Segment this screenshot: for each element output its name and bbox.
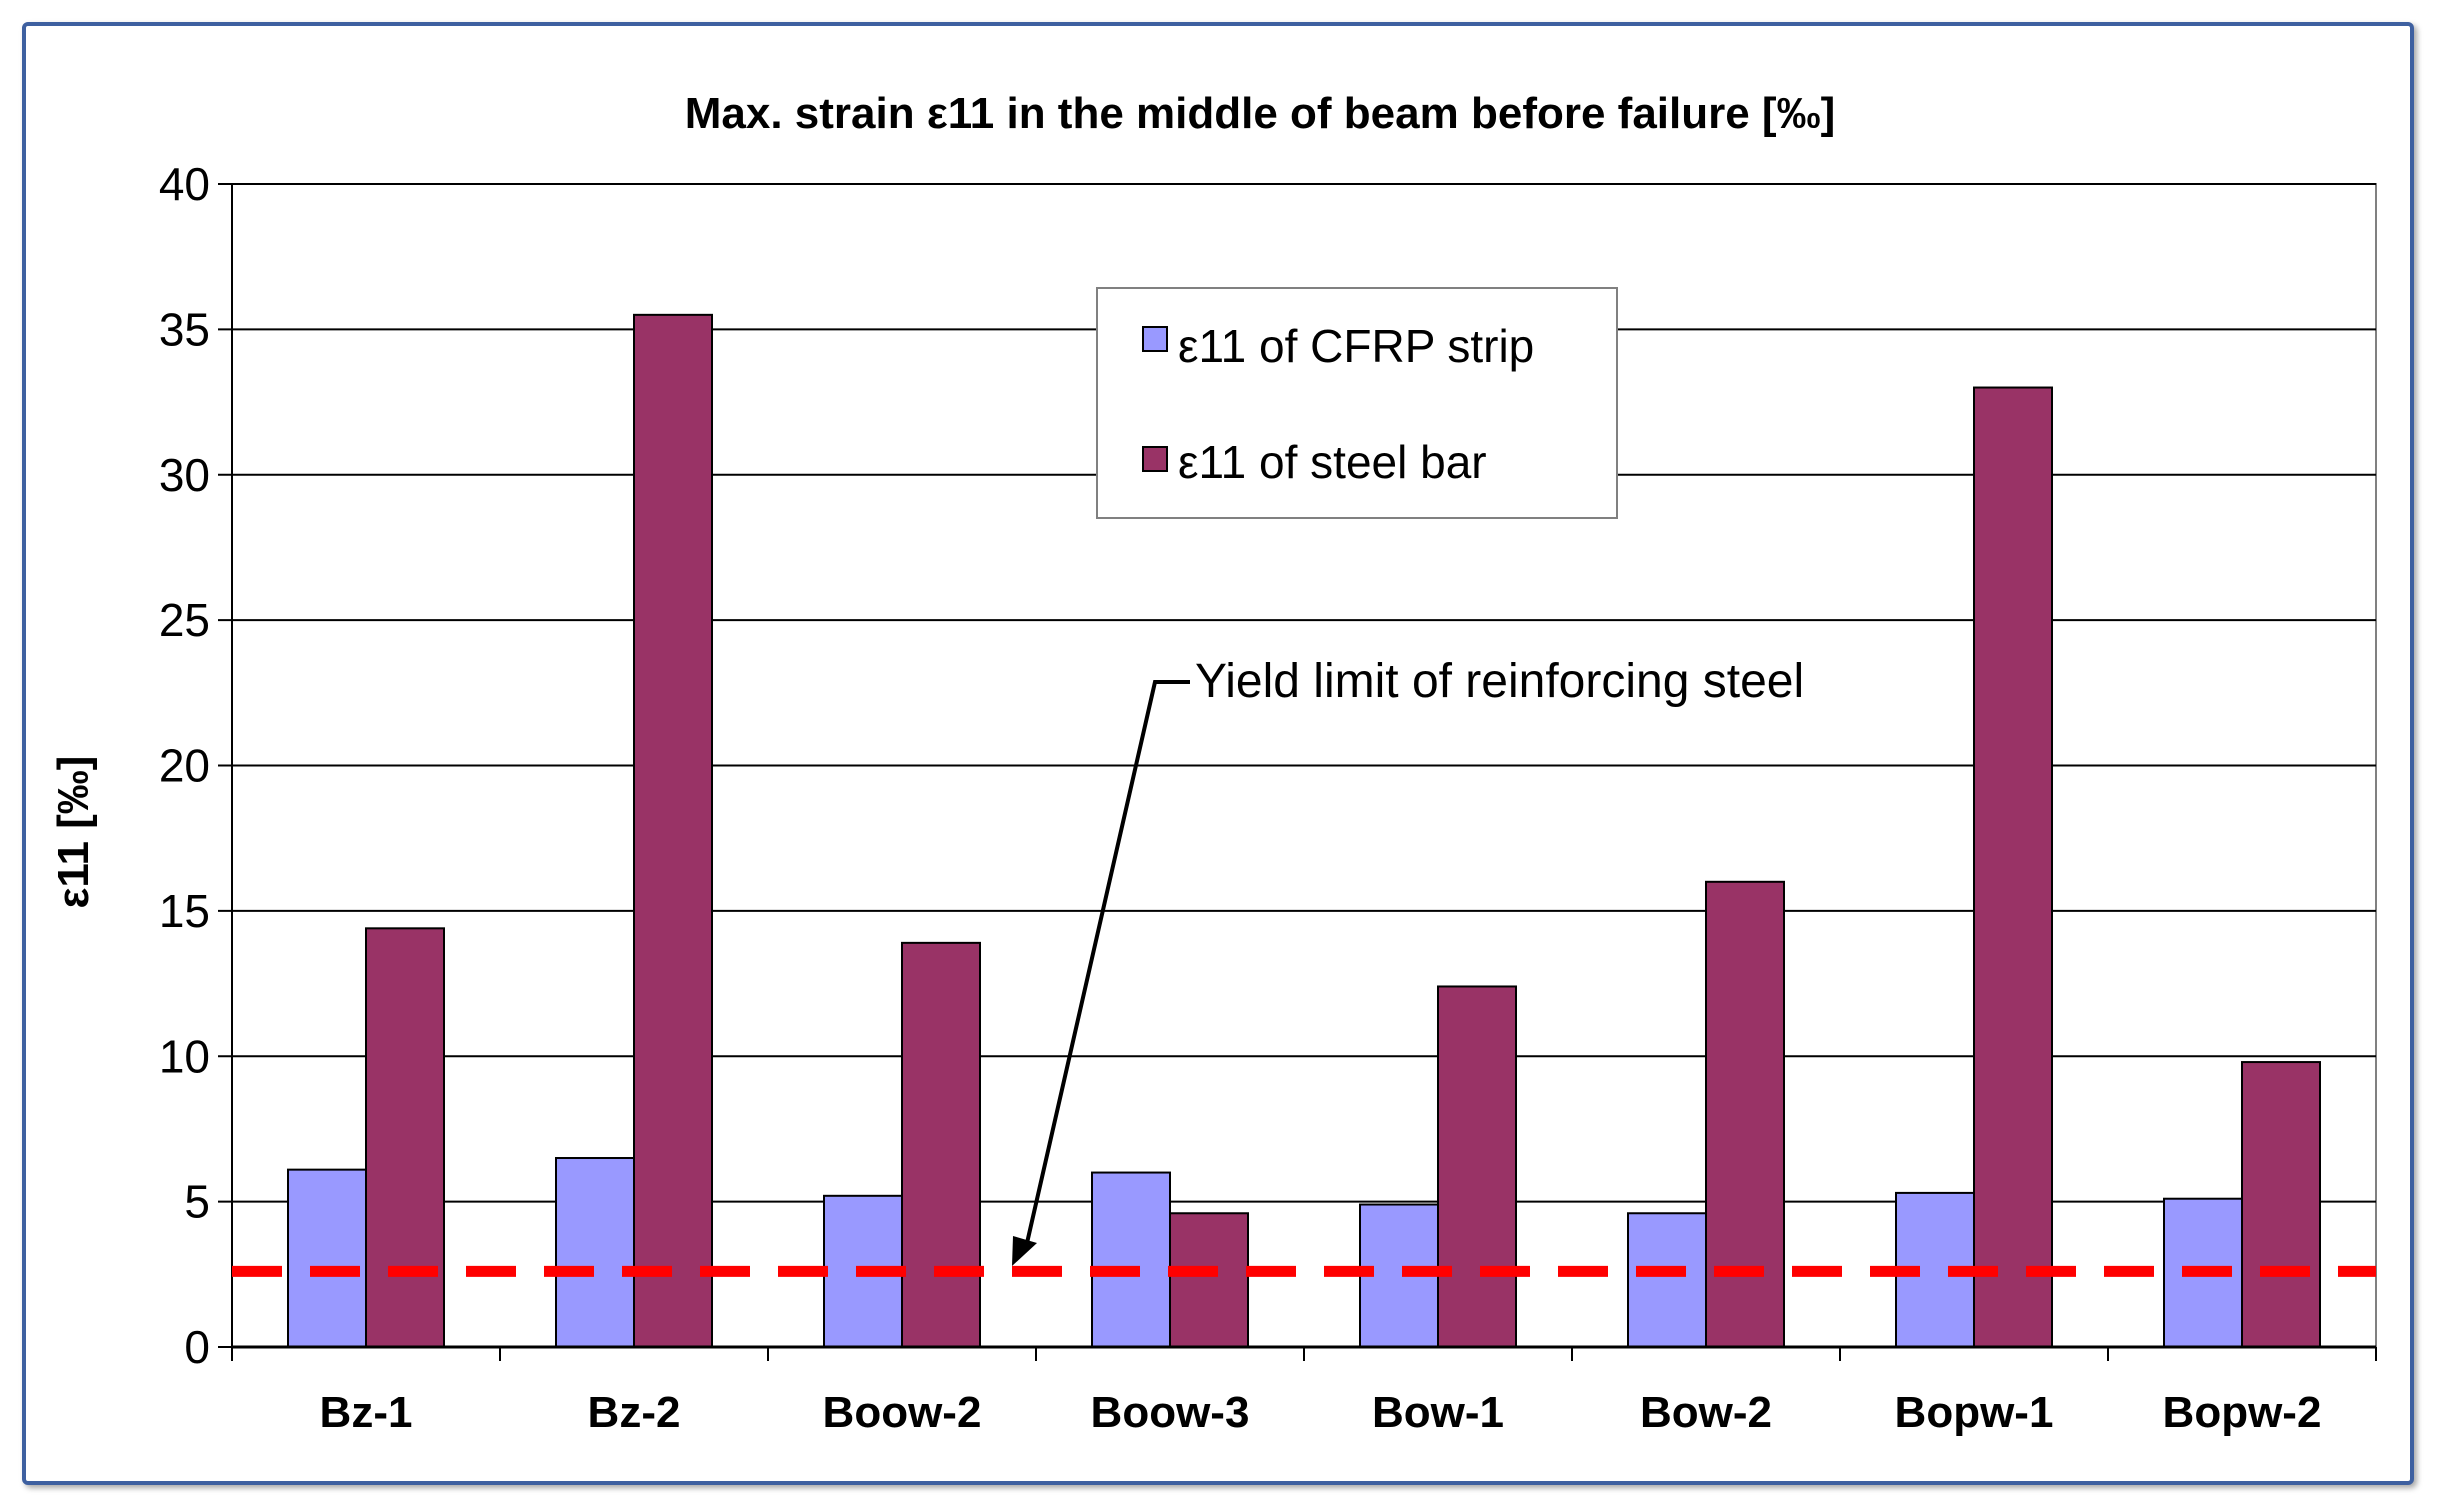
bar-steel (1973, 386, 2053, 1348)
bar-steel (1169, 1212, 1249, 1348)
y-axis-label: ε11 [‰] (49, 756, 98, 909)
y-tick-label: 15 (159, 885, 210, 937)
bar-cfrp (555, 1157, 635, 1348)
bars (287, 313, 2321, 1349)
bar-cfrp (1091, 1171, 1171, 1349)
annotation: Yield limit of reinforcing steel (1012, 655, 1804, 1266)
bar-steel (901, 941, 981, 1348)
bar-cfrp (1627, 1212, 1707, 1348)
y-tick-label: 10 (159, 1030, 210, 1082)
bar-steel (365, 927, 445, 1348)
y-tick-label: 30 (159, 449, 210, 501)
y-tick-label: 25 (159, 594, 210, 646)
bar-cfrp (287, 1168, 367, 1348)
legend-label-cfrp: ε11 of CFRP strip (1178, 320, 1534, 372)
y-tick-label: 35 (159, 303, 210, 355)
x-tick-label: Boow-2 (823, 1388, 982, 1437)
x-tick-label: Boow-3 (1091, 1388, 1250, 1437)
x-tick-label: Bz-1 (320, 1388, 413, 1437)
x-tick-label: Bopw-1 (1895, 1388, 2054, 1437)
y-tick-label: 5 (184, 1176, 210, 1228)
legend-box (1096, 287, 1618, 519)
x-tick-label: Bopw-2 (2163, 1388, 2322, 1437)
legend-label-steel: ε11 of steel bar (1178, 436, 1487, 488)
x-tick-label: Bz-2 (588, 1388, 681, 1437)
annotation-arrow-line (1025, 680, 1190, 1244)
annotation-text: Yield limit of reinforcing steel (1195, 655, 1804, 708)
legend-swatch-steel (1142, 446, 1168, 472)
legend: ε11 of CFRP strip ε11 of steel bar (1096, 287, 1618, 519)
bar-steel (1705, 880, 1785, 1348)
x-tick-label: Bow-1 (1372, 1388, 1504, 1437)
axes: 0 5 10 15 20 25 30 35 40 Bz-1 Bz-2 Boow-2 Boow-3 Bow-… (159, 158, 2377, 1437)
bar-steel (633, 313, 713, 1348)
legend-swatch-cfrp (1142, 326, 1168, 352)
y-tick-label: 0 (184, 1321, 210, 1373)
y-tick-label: 20 (159, 740, 210, 792)
bar-steel (2241, 1061, 2321, 1348)
annotation-arrow-head (1012, 1236, 1037, 1266)
chart-title: Max. strain ε11 in the middle of beam be… (685, 89, 1835, 138)
bar-steel (1437, 985, 1517, 1348)
y-tick-label: 40 (159, 158, 210, 210)
x-tick-label: Bow-2 (1640, 1388, 1772, 1437)
